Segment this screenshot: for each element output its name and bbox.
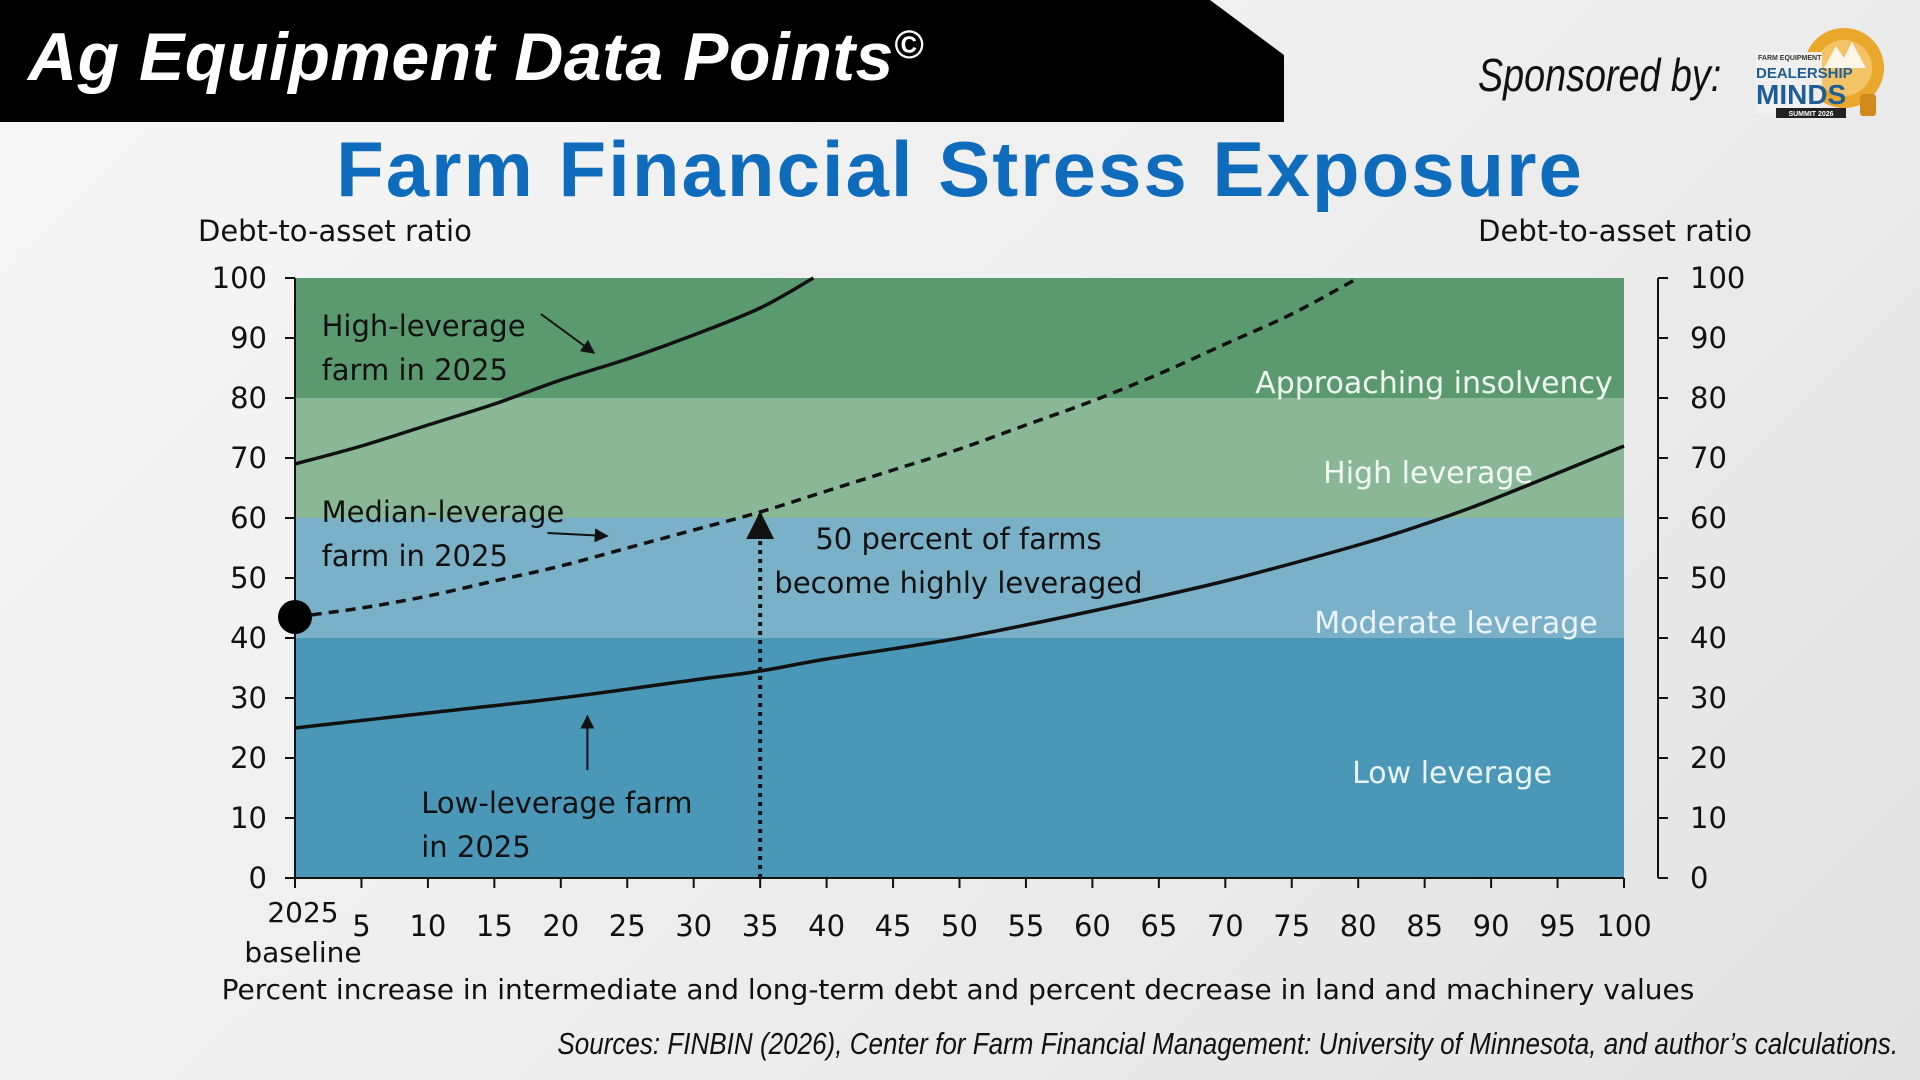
y-tick-label-right-90: 90 xyxy=(1690,321,1727,355)
y-tick-label-right-0: 0 xyxy=(1690,861,1708,895)
band-label-0: Low leverage xyxy=(1352,756,1552,791)
x-tick-label-35: 35 xyxy=(742,909,779,943)
banner-title: Ag Equipment Data Points© xyxy=(28,18,924,96)
y-tick-label-left-20: 20 xyxy=(230,741,267,775)
copyright-mark: © xyxy=(893,23,924,67)
logo-bulb-base xyxy=(1860,94,1876,116)
annotation-median-line1: Median-leverage xyxy=(322,495,565,529)
y-tick-label-right-100: 100 xyxy=(1690,261,1745,295)
x-tick-label-20: 20 xyxy=(542,909,579,943)
header-banner: Ag Equipment Data Points© xyxy=(0,0,1284,122)
y-tick-label-left-80: 80 xyxy=(230,381,267,415)
sources-note: Sources: FINBIN (2026), Center for Farm … xyxy=(557,1026,1898,1061)
x-tick-label-5: 5 xyxy=(352,909,370,943)
x-tick-label-0: 2025 xyxy=(267,896,338,929)
annotation-fifty-line2: become highly leveraged xyxy=(774,566,1142,600)
annotation-fifty-line1: 50 percent of farms xyxy=(815,522,1101,556)
y-tick-label-right-50: 50 xyxy=(1690,561,1727,595)
logo-text-top: FARM EQUIPMENT xyxy=(1758,55,1822,62)
x-tick-label-15: 15 xyxy=(476,909,513,943)
y-axis-title-left: Debt-to-asset ratio xyxy=(198,214,472,248)
y-tick-label-left-100: 100 xyxy=(212,261,267,295)
series-line-median xyxy=(294,276,1360,619)
band-label-1: Moderate leverage xyxy=(1314,606,1597,641)
y-tick-label-left-60: 60 xyxy=(230,501,267,535)
annotation-median-line2: farm in 2025 xyxy=(322,539,508,573)
series-line-low xyxy=(294,444,1625,730)
x-tick-label-10: 10 xyxy=(409,909,446,943)
band-2 xyxy=(295,398,1624,518)
x-tick-label-85: 85 xyxy=(1406,909,1443,943)
x-tick-label-75: 75 xyxy=(1273,909,1310,943)
x-tick-label-100: 100 xyxy=(1596,909,1651,943)
y-tick-label-left-0: 0 xyxy=(249,861,267,895)
dealership-minds-logo: FARM EQUIPMENT DEALERSHIP MINDS SUMMIT 2… xyxy=(1756,28,1884,118)
band-0 xyxy=(295,638,1624,878)
x-tick-label-90: 90 xyxy=(1473,909,1510,943)
y-tick-label-left-50: 50 xyxy=(230,561,267,595)
baseline-point xyxy=(278,600,312,634)
logo-bottom-bar xyxy=(1776,108,1846,118)
logo-text-bottom: SUMMIT 2026 xyxy=(1788,111,1833,118)
x-tick-label-0-line2: baseline xyxy=(244,936,361,969)
x-tick-label-30: 30 xyxy=(675,909,712,943)
logo-text-mid: DEALERSHIP xyxy=(1756,65,1853,82)
y-tick-label-left-40: 40 xyxy=(230,621,267,655)
annotation-arrow-high xyxy=(540,313,596,354)
x-tick-label-70: 70 xyxy=(1207,909,1244,943)
annotation-arrow-median xyxy=(547,528,609,543)
x-tick-label-95: 95 xyxy=(1539,909,1576,943)
y-tick-label-right-30: 30 xyxy=(1690,681,1727,715)
series-line-high xyxy=(294,276,815,466)
x-axis-title: Percent increase in intermediate and lon… xyxy=(222,973,1695,1006)
banner-title-text: Ag Equipment Data Points xyxy=(28,19,894,95)
y-tick-label-right-60: 60 xyxy=(1690,501,1727,535)
y-axis-title-right: Debt-to-asset ratio xyxy=(1478,214,1752,248)
logo-text-panel xyxy=(1756,52,1822,114)
annotation-high-line2: farm in 2025 xyxy=(322,353,508,387)
y-tick-label-right-20: 20 xyxy=(1690,741,1727,775)
x-tick-label-45: 45 xyxy=(875,909,912,943)
band-1 xyxy=(295,518,1624,638)
x-tick-label-60: 60 xyxy=(1074,909,1111,943)
sponsor-label: Sponsored by: xyxy=(1478,49,1722,101)
y-tick-label-right-10: 10 xyxy=(1690,801,1727,835)
y-tick-label-left-30: 30 xyxy=(230,681,267,715)
y-tick-label-right-40: 40 xyxy=(1690,621,1727,655)
x-tick-label-55: 55 xyxy=(1007,909,1044,943)
band-3 xyxy=(295,278,1624,398)
x-tick-label-25: 25 xyxy=(609,909,646,943)
y-tick-label-left-10: 10 xyxy=(230,801,267,835)
x-tick-label-50: 50 xyxy=(941,909,978,943)
y-tick-label-left-70: 70 xyxy=(230,441,267,475)
y-tick-label-right-70: 70 xyxy=(1690,441,1727,475)
x-tick-label-80: 80 xyxy=(1340,909,1377,943)
annotation-low-line2: in 2025 xyxy=(421,830,530,864)
logo-mountain-icon xyxy=(1824,42,1866,68)
band-label-3: Approaching insolvency xyxy=(1255,366,1613,401)
band-label-2: High leverage xyxy=(1323,456,1533,491)
y-tick-label-right-80: 80 xyxy=(1690,381,1727,415)
annotation-high-line1: High-leverage xyxy=(322,309,526,343)
page-title: Farm Financial Stress Exposure xyxy=(336,125,1584,213)
x-tick-label-40: 40 xyxy=(808,909,845,943)
annotation-low-line1: Low-leverage farm xyxy=(421,786,692,820)
logo-text-main: MINDS xyxy=(1756,79,1846,110)
y-tick-label-left-90: 90 xyxy=(230,321,267,355)
x-tick-label-65: 65 xyxy=(1140,909,1177,943)
